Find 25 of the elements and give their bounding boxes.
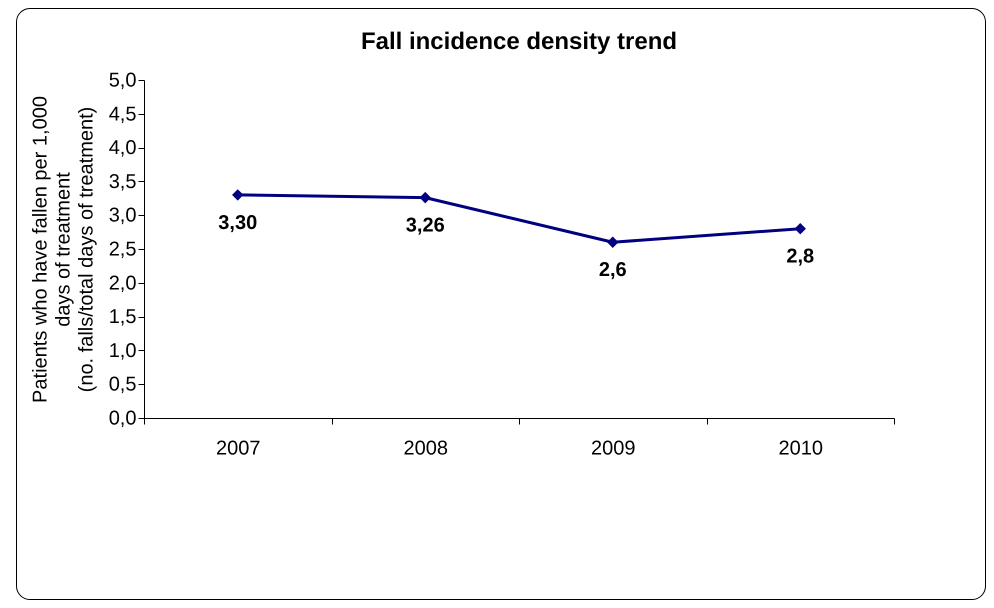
point: [794, 223, 806, 234]
y-tick-label: 1,0: [108, 340, 136, 362]
y-axis-title: Patients who have fallen per 1,000 days of treatment (no. falls/total days of treatment): [30, 96, 98, 403]
y-tick-label: 0,0: [108, 408, 136, 430]
y-tick-label: 3,5: [108, 170, 136, 193]
x-tick-label: 2007: [216, 438, 260, 460]
y-tick-label: 0,5: [108, 374, 136, 396]
x-tick-label: 2008: [404, 438, 448, 460]
point: [420, 192, 431, 204]
y-tick-label: 2,0: [108, 272, 136, 294]
x-tick-label: 2010: [778, 438, 823, 460]
y-tick-label: 5,0: [108, 70, 136, 92]
data-label: 3,26: [406, 214, 445, 237]
data-label: 2,8: [786, 246, 814, 268]
x-tick-label: 2009: [591, 438, 636, 460]
y-tick-label: 2,5: [108, 238, 136, 260]
point: [232, 189, 244, 201]
y-tick-label: 4,5: [108, 103, 136, 126]
chart-title: Fall incidence density trend: [360, 28, 678, 55]
y-tick-label: 3,0: [108, 204, 136, 227]
point: [607, 236, 618, 248]
data-label: 3,30: [218, 212, 258, 234]
y-tick-label: 4,0: [108, 137, 136, 160]
y-tick-label: 1,5: [108, 306, 136, 328]
data-label: 2,6: [598, 259, 627, 282]
